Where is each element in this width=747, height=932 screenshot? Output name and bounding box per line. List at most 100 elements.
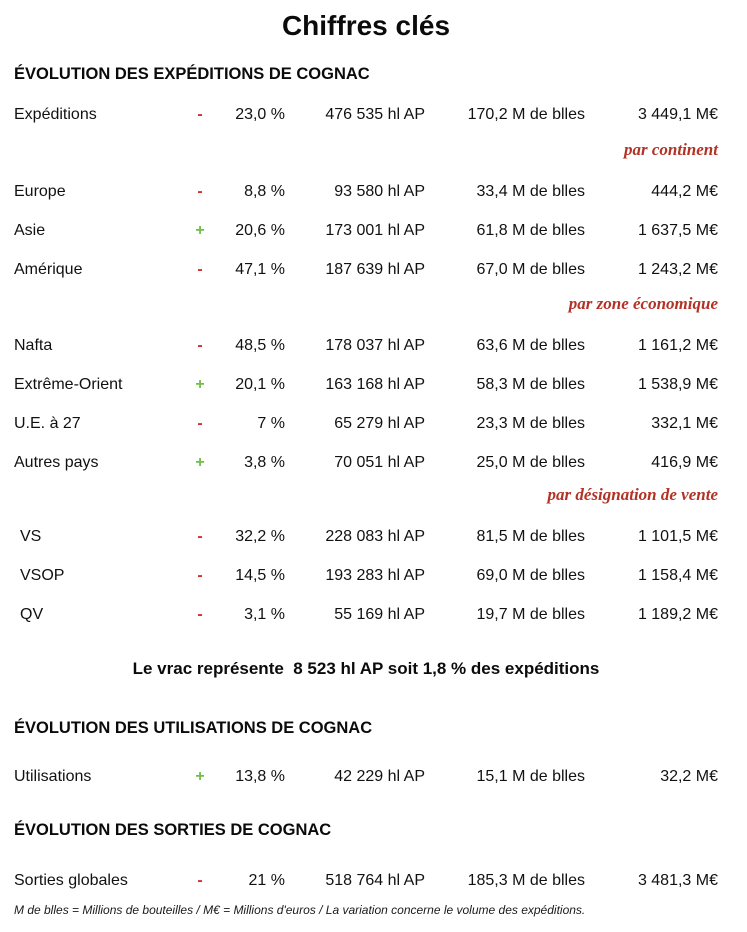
bottles-millions: 25,0 M de blles [476, 454, 585, 471]
bottles-millions: 69,0 M de blles [476, 567, 585, 584]
bottles-millions: 67,0 M de blles [476, 261, 585, 278]
data-row: Extrême-Orient + 20,1 % 163 168 hl AP 58… [14, 375, 718, 394]
value-millions-euros: 32,2 M€ [660, 768, 718, 785]
subtitle-par-zone-economique: par zone économique [568, 294, 718, 313]
data-row: Europe - 8,8 % 93 580 hl AP 33,4 M de bl… [14, 182, 718, 201]
variation-percent: 23,0 % [235, 106, 285, 123]
row-label: Sorties globales [14, 872, 128, 889]
bottles-millions: 63,6 M de blles [476, 337, 585, 354]
subtitle-par-designation-de-vente: par désignation de vente [547, 485, 718, 504]
volume-hl-ap: 65 279 hl AP [334, 415, 425, 432]
variation-sign: + [195, 222, 205, 239]
variation-sign: - [197, 528, 203, 545]
variation-percent: 3,8 % [244, 454, 285, 471]
row-label: QV [20, 606, 44, 623]
variation-sign: - [197, 606, 203, 623]
bottles-millions: 58,3 M de blles [476, 376, 585, 393]
data-row: Utilisations + 13,8 % 42 229 hl AP 15,1 … [14, 767, 718, 786]
value-millions-euros: 1 189,2 M€ [637, 606, 718, 623]
variation-sign: + [195, 376, 205, 393]
bottles-millions: 170,2 M de blles [467, 106, 585, 123]
variation-percent: 8,8 % [244, 183, 285, 200]
data-row: VSOP - 14,5 % 193 283 hl AP 69,0 M de bl… [14, 566, 718, 585]
value-millions-euros: 1 161,2 M€ [637, 337, 718, 354]
data-row: Sorties globales - 21 % 518 764 hl AP 18… [14, 871, 718, 890]
variation-sign: - [197, 337, 203, 354]
volume-hl-ap: 476 535 hl AP [325, 106, 425, 123]
variation-percent: 3,1 % [244, 606, 285, 623]
row-label: VSOP [20, 567, 65, 584]
variation-percent: 21 % [248, 872, 285, 889]
bottles-millions: 61,8 M de blles [476, 222, 585, 239]
bottles-millions: 185,3 M de blles [467, 872, 585, 889]
row-label: Autres pays [14, 454, 99, 471]
volume-hl-ap: 518 764 hl AP [325, 872, 425, 889]
volume-hl-ap: 42 229 hl AP [334, 768, 425, 785]
row-label: Expéditions [14, 106, 97, 123]
value-millions-euros: 1 101,5 M€ [637, 528, 718, 545]
row-label: Utilisations [14, 768, 92, 785]
variation-percent: 32,2 % [235, 528, 285, 545]
variation-sign: + [195, 454, 205, 471]
volume-hl-ap: 93 580 hl AP [334, 183, 425, 200]
value-millions-euros: 1 538,9 M€ [637, 376, 718, 393]
data-row: Asie + 20,6 % 173 001 hl AP 61,8 M de bl… [14, 221, 718, 240]
footnote: M de blles = Millions de bouteilles / M€… [14, 903, 586, 917]
subtitle-par-continent: par continent [624, 140, 718, 159]
bottles-millions: 81,5 M de blles [476, 528, 585, 545]
value-millions-euros: 3 449,1 M€ [637, 106, 718, 123]
variation-percent: 14,5 % [235, 567, 285, 584]
section-heading-utilisations: ÉVOLUTION DES UTILISATIONS DE COGNAC [14, 719, 373, 737]
row-label: Nafta [14, 337, 53, 354]
row-label: Amérique [14, 261, 83, 278]
value-millions-euros: 444,2 M€ [651, 183, 718, 200]
variation-percent: 48,5 % [235, 337, 285, 354]
key-figures-page: Chiffres clés ÉVOLUTION DES EXPÉDITIONS … [0, 8, 747, 932]
volume-hl-ap: 178 037 hl AP [325, 337, 425, 354]
value-millions-euros: 1 243,2 M€ [637, 261, 718, 278]
volume-hl-ap: 228 083 hl AP [325, 528, 425, 545]
variation-percent: 47,1 % [235, 261, 285, 278]
data-row: U.E. à 27 - 7 % 65 279 hl AP 23,3 M de b… [14, 414, 718, 433]
section-heading-expeditions: ÉVOLUTION DES EXPÉDITIONS DE COGNAC [14, 65, 370, 83]
variation-sign: + [195, 768, 205, 785]
data-row: QV - 3,1 % 55 169 hl AP 19,7 M de blles … [14, 605, 718, 624]
data-row: Autres pays + 3,8 % 70 051 hl AP 25,0 M … [14, 453, 718, 472]
volume-hl-ap: 193 283 hl AP [325, 567, 425, 584]
variation-percent: 13,8 % [235, 768, 285, 785]
section-heading-sorties: ÉVOLUTION DES SORTIES DE COGNAC [14, 821, 332, 839]
volume-hl-ap: 173 001 hl AP [325, 222, 425, 239]
value-millions-euros: 332,1 M€ [651, 415, 718, 432]
variation-percent: 20,6 % [235, 222, 285, 239]
volume-hl-ap: 70 051 hl AP [334, 454, 425, 471]
volume-hl-ap: 187 639 hl AP [325, 261, 425, 278]
row-label: U.E. à 27 [14, 415, 81, 432]
volume-hl-ap: 55 169 hl AP [334, 606, 425, 623]
bottles-millions: 15,1 M de blles [476, 768, 585, 785]
row-label: VS [20, 528, 42, 545]
row-label: Extrême-Orient [14, 376, 123, 393]
vrac-note: Le vrac représente 8 523 hl AP soit 1,8 … [132, 659, 600, 678]
variation-sign: - [197, 415, 203, 432]
value-millions-euros: 1 158,4 M€ [637, 567, 718, 584]
bottles-millions: 19,7 M de blles [476, 606, 585, 623]
value-millions-euros: 3 481,3 M€ [637, 872, 718, 889]
row-label: Asie [14, 222, 46, 239]
data-row: Amérique - 47,1 % 187 639 hl AP 67,0 M d… [14, 260, 718, 279]
bottles-millions: 23,3 M de blles [476, 415, 585, 432]
variation-sign: - [197, 106, 203, 123]
variation-sign: - [197, 567, 203, 584]
variation-sign: - [197, 183, 203, 200]
row-label: Europe [14, 183, 66, 200]
variation-sign: - [197, 261, 203, 278]
data-row: VS - 32,2 % 228 083 hl AP 81,5 M de blle… [14, 527, 718, 546]
bottles-millions: 33,4 M de blles [476, 183, 585, 200]
variation-percent: 7 % [257, 415, 285, 432]
volume-hl-ap: 163 168 hl AP [325, 376, 425, 393]
value-millions-euros: 1 637,5 M€ [637, 222, 718, 239]
variation-percent: 20,1 % [235, 376, 285, 393]
data-row: Expéditions - 23,0 % 476 535 hl AP 170,2… [14, 105, 718, 124]
data-row: Nafta - 48,5 % 178 037 hl AP 63,6 M de b… [14, 336, 718, 355]
variation-sign: - [197, 872, 203, 889]
value-millions-euros: 416,9 M€ [651, 454, 718, 471]
